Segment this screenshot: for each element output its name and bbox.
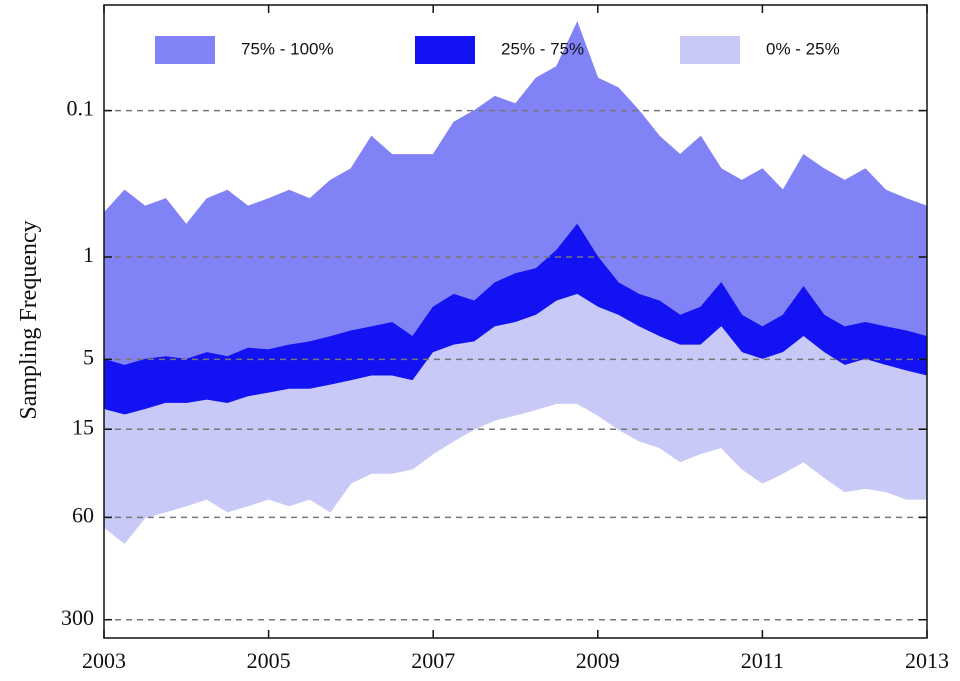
legend-swatch <box>155 36 215 64</box>
x-tick-label: 2005 <box>247 648 291 673</box>
x-tick-label: 2013 <box>905 648 949 673</box>
y-tick-label: 1 <box>83 242 94 267</box>
y-tick-label: 5 <box>83 344 94 369</box>
legend-label: 0% - 25% <box>766 39 840 58</box>
y-tick-label: 300 <box>61 605 94 630</box>
y-tick-label: 0.1 <box>67 96 95 121</box>
legend-label: 25% - 75% <box>501 39 584 58</box>
legend-label: 75% - 100% <box>241 39 334 58</box>
y-tick-label: 60 <box>72 502 94 527</box>
y-tick-label: 15 <box>72 414 94 439</box>
x-tick-label: 2009 <box>576 648 620 673</box>
x-tick-label: 2003 <box>82 648 126 673</box>
x-tick-label: 2007 <box>411 648 455 673</box>
y-axis-label: Sampling Frequency <box>16 220 42 419</box>
plot-frame <box>103 4 928 639</box>
legend-swatch <box>680 36 740 64</box>
x-tick-label: 2011 <box>741 648 784 673</box>
legend-swatch <box>415 36 475 64</box>
